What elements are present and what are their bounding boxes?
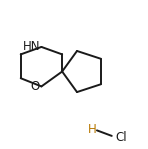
Text: Cl: Cl <box>115 131 127 144</box>
Text: H: H <box>87 123 96 136</box>
Text: O: O <box>31 80 40 93</box>
Text: HN: HN <box>22 40 40 53</box>
